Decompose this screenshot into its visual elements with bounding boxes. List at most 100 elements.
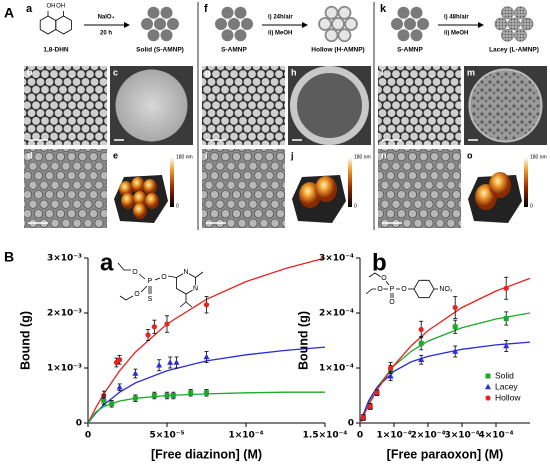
- atom-label: P: [390, 286, 395, 293]
- reactant-label: S-AMNP: [397, 47, 423, 54]
- panel-letter: f: [204, 3, 208, 15]
- legend-marker: [485, 383, 491, 390]
- atom-label: O: [389, 299, 395, 306]
- tem-particle: [290, 66, 369, 145]
- x-tick-label: 4×10⁻⁴: [478, 431, 513, 441]
- substituent: OH: [56, 4, 65, 10]
- diazinon-structure: O P S O O N N: [117, 262, 204, 308]
- y-tick-label: 1×10⁻⁴: [319, 364, 354, 374]
- point: [387, 373, 394, 379]
- x-tick-label: 0: [85, 431, 91, 441]
- point: [418, 356, 425, 362]
- particle-icon: [167, 18, 179, 30]
- point: [151, 324, 157, 330]
- y-tick-label: 2×10⁻⁴: [319, 309, 354, 319]
- particle-icon: [324, 28, 339, 43]
- particle-icon: [215, 18, 227, 30]
- reagent: i) 24h/air: [268, 15, 293, 21]
- particle-icon: [160, 29, 173, 42]
- image-letter: g: [205, 67, 211, 77]
- sem-image: [24, 66, 107, 145]
- point: [367, 403, 373, 410]
- colorbar-label: 180 nm: [176, 154, 193, 160]
- image-letter: o: [467, 150, 473, 160]
- x-tick-label: 5×10⁻⁵: [149, 431, 184, 441]
- tem-particle: [468, 68, 543, 143]
- particle-icon: [331, 17, 345, 31]
- colorbar-label: 0: [176, 203, 179, 209]
- colorbar-label: 180 nm: [530, 154, 547, 160]
- particle-icon: [344, 17, 358, 31]
- point: [360, 414, 366, 421]
- point: [452, 304, 458, 311]
- atom-label: O: [377, 286, 383, 293]
- sem-image: [202, 149, 285, 228]
- fit-line: [87, 391, 325, 424]
- point: [503, 285, 509, 291]
- point: [117, 357, 123, 363]
- point: [173, 359, 180, 365]
- point: [503, 316, 509, 321]
- colorbar-label: 0: [354, 203, 357, 209]
- image-letter: j: [290, 150, 294, 160]
- figure-label: A: [4, 5, 14, 21]
- particle-icon: [520, 17, 534, 31]
- product-label: Hollow (H-AMNP): [311, 47, 364, 54]
- fit-line: [87, 257, 326, 424]
- point: [156, 362, 163, 368]
- atom-label: N: [193, 285, 198, 292]
- particle-icon: [410, 6, 423, 19]
- afm-particle: [133, 203, 147, 219]
- atom-label: N: [183, 269, 188, 276]
- point: [116, 384, 123, 390]
- particle-icon: [141, 18, 153, 30]
- point: [204, 390, 209, 396]
- reagent: i) 48h/air: [444, 15, 469, 21]
- product-label: Solid (S-AMNP): [136, 47, 184, 54]
- arrow-head: [478, 22, 484, 28]
- y-tick-label: 1×10⁻³: [47, 364, 82, 374]
- particle-icon: [221, 6, 234, 19]
- afm-particle: [131, 177, 145, 193]
- point: [418, 326, 424, 333]
- colorbar: [170, 157, 174, 207]
- y-tick-label: 0: [348, 419, 354, 429]
- sem-image: [378, 149, 461, 228]
- particle-icon: [507, 17, 521, 31]
- x-tick-label: 1.5×10⁻⁴: [303, 431, 348, 441]
- point: [374, 390, 380, 396]
- chart-title: b: [372, 249, 387, 276]
- sem-image: [202, 66, 285, 145]
- y-axis-label: Bound (g): [296, 311, 310, 370]
- fit-line: [359, 277, 531, 424]
- point: [388, 365, 394, 371]
- point: [109, 401, 115, 407]
- product-label: Lacey (L-AMNP): [489, 47, 539, 54]
- y-tick-label: 3×10⁻⁴: [319, 254, 354, 264]
- point: [132, 395, 138, 401]
- y-axis-label: Bound (g): [18, 311, 32, 370]
- particle-icon: [234, 6, 247, 19]
- particle-icon: [147, 6, 160, 19]
- legend-label: Hollow: [495, 392, 521, 402]
- image-letter: n: [381, 150, 387, 160]
- x-tick-label: 0: [357, 431, 363, 441]
- figure-label: B: [4, 249, 14, 265]
- arrow-head: [302, 22, 308, 28]
- tem-particle: [115, 69, 188, 142]
- atom-label: O: [401, 286, 407, 293]
- point: [132, 370, 139, 376]
- point: [170, 393, 176, 398]
- point: [101, 398, 107, 404]
- afm-particle: [489, 172, 511, 198]
- colorbar-label: 0: [530, 203, 533, 209]
- point: [503, 342, 510, 349]
- point: [167, 359, 174, 365]
- particle-icon: [417, 18, 429, 30]
- substituent: OH: [47, 4, 56, 10]
- fit-line: [359, 341, 531, 424]
- point: [188, 390, 194, 396]
- reagent: NaIO₄: [98, 15, 115, 21]
- molecule: [55, 15, 72, 35]
- point: [151, 393, 157, 398]
